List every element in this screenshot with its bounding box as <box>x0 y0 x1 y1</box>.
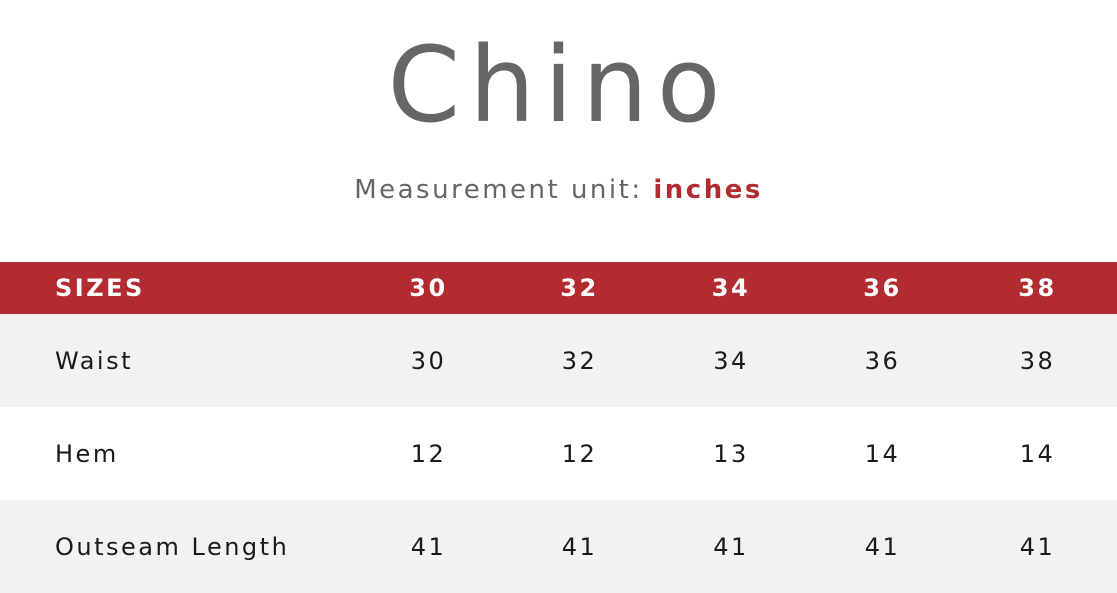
header-sizes: SIZES <box>55 274 145 302</box>
table-cell: 41 <box>864 532 901 561</box>
page-title: Chino <box>387 24 730 146</box>
table-header-row: SIZES 30 32 34 36 38 <box>0 262 1117 314</box>
measurement-unit-label: Measurement unit: <box>354 175 643 205</box>
header-size-34: 34 <box>711 274 751 302</box>
header-size-30: 30 <box>409 274 448 302</box>
table-row-waist: Waist 30 32 34 36 38 <box>0 314 1117 407</box>
table-cell: 38 <box>1019 346 1056 375</box>
table-row-hem: Hem 12 12 13 14 14 <box>0 407 1117 500</box>
header-size-32: 32 <box>560 274 599 302</box>
table-cell: 14 <box>1019 439 1056 468</box>
table-cell: 41 <box>1019 532 1056 561</box>
row-label: Waist <box>55 346 133 375</box>
table-cell: 36 <box>864 346 901 375</box>
table-cell: 41 <box>410 532 447 561</box>
table-cell: 12 <box>561 439 598 468</box>
header-size-36: 36 <box>863 274 902 302</box>
table-cell: 34 <box>713 346 749 375</box>
table-row-outseam-length: Outseam Length 41 41 41 41 41 <box>0 500 1117 593</box>
table-cell: 12 <box>410 439 447 468</box>
table-cell: 41 <box>561 532 598 561</box>
row-label: Outseam Length <box>55 532 290 561</box>
measurement-unit-value: inches <box>653 175 763 205</box>
table-cell: 32 <box>561 346 598 375</box>
table-cell: 14 <box>864 439 901 468</box>
table-cell: 41 <box>713 532 749 561</box>
size-chart-table: SIZES 30 32 34 36 38 Waist 30 32 34 36 3… <box>0 262 1117 593</box>
table-cell: 13 <box>713 439 749 468</box>
table-cell: 30 <box>410 346 447 375</box>
header-size-38: 38 <box>1018 274 1057 302</box>
measurement-unit-line: Measurement unit: inches <box>0 172 1117 208</box>
row-label: Hem <box>55 439 119 468</box>
